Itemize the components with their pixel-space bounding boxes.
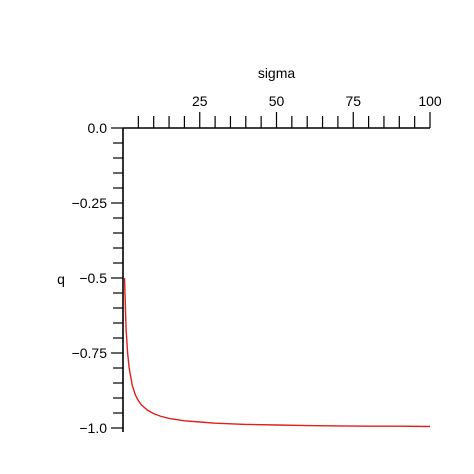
x-tick-label: 100 [418, 93, 442, 109]
x-axis-title: sigma [258, 65, 296, 81]
y-axis-title: q [57, 271, 65, 287]
x-axis-ticks: 25 50 75 100 [137, 93, 442, 128]
series-line [123, 277, 431, 428]
y-tick-label: −0.5 [79, 270, 107, 286]
y-tick-label: −0.25 [72, 195, 108, 211]
series-layer [123, 277, 431, 428]
x-tick-label: 25 [192, 93, 208, 109]
y-tick-label: 0.0 [88, 120, 108, 136]
y-axis-ticks: 0.0 −0.25 −0.5 −0.75 −1.0 [72, 120, 123, 436]
y-tick-label: −0.75 [72, 345, 108, 361]
x-tick-label: 50 [269, 93, 285, 109]
y-tick-label: −1.0 [79, 420, 107, 436]
x-tick-label: 75 [345, 93, 361, 109]
axes: 25 50 75 100 0.0 −0.25 −0.5 −0.75 −1.0 [72, 93, 442, 436]
